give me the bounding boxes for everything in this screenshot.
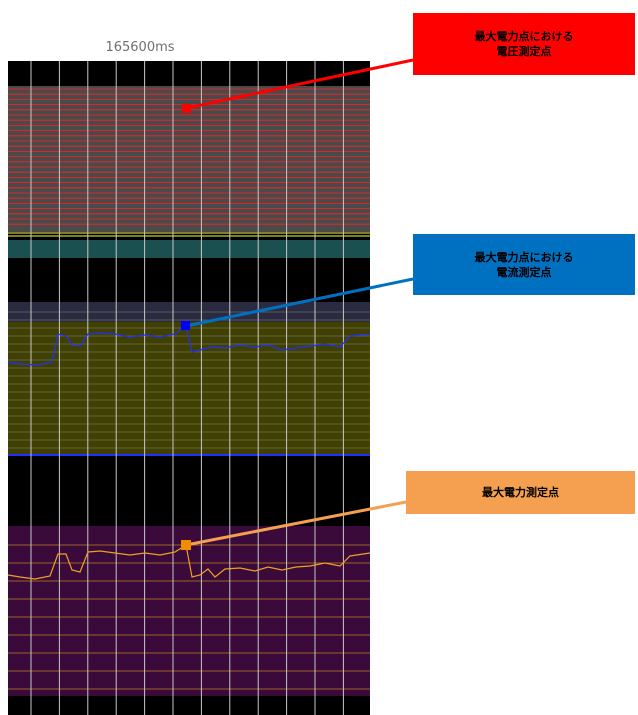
voltage-callout-line2: 電圧測定点 xyxy=(496,45,552,58)
time-gridlines xyxy=(30,61,344,715)
voltage-connector-line xyxy=(186,58,414,110)
current-callout-line1: 最大電力点における xyxy=(474,250,574,264)
power-measurement-marker[interactable] xyxy=(181,540,191,550)
current-callout-line2: 電流測定点 xyxy=(496,265,552,279)
voltage-callout: 最大電力点における 電圧測定点 xyxy=(413,13,635,75)
current-measurement-marker[interactable] xyxy=(181,321,190,330)
timestamp-label: 165600ms xyxy=(105,40,175,55)
power-connector-line xyxy=(185,500,407,547)
power-callout-line1: 最大電力測定点 xyxy=(482,486,559,499)
power-channel-band xyxy=(8,526,370,696)
voltage-callout-line1: 最大電力点における xyxy=(474,30,574,43)
current-trace xyxy=(7,323,371,366)
current-callout: 最大電力点における 電流測定点 xyxy=(413,234,635,295)
voltage-measurement-marker[interactable] xyxy=(182,104,191,113)
current-channel-band xyxy=(8,322,370,456)
current-connector-line xyxy=(185,277,414,328)
teal-channel-band xyxy=(8,240,370,258)
power-gridlines xyxy=(8,544,370,690)
power-callout: 最大電力測定点 xyxy=(406,471,635,514)
